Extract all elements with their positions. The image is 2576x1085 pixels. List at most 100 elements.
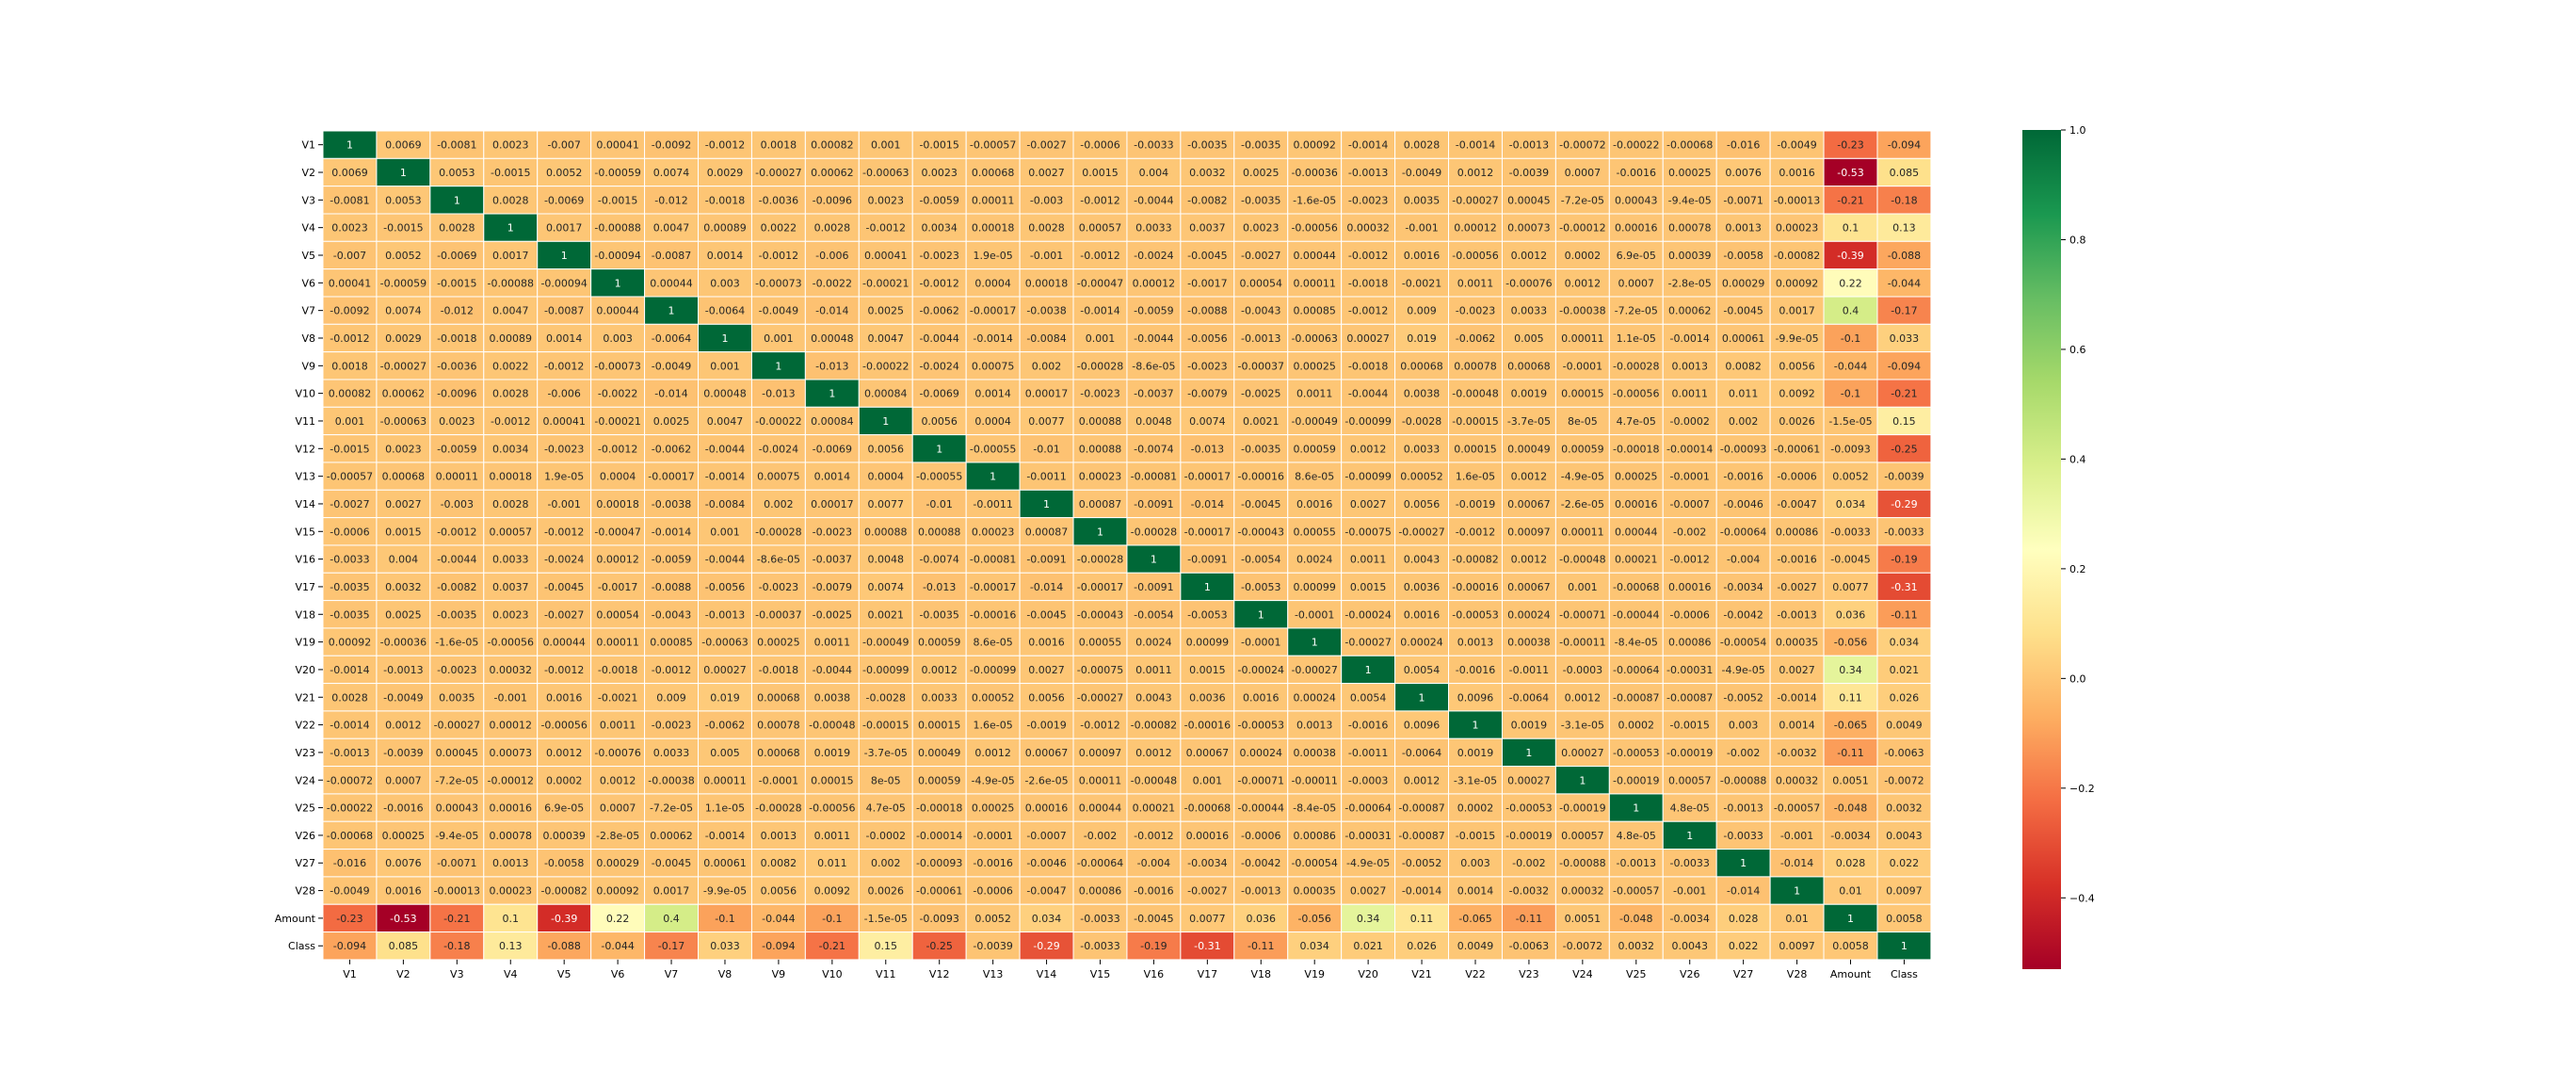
cell-annotation: -0.0033 [1830, 526, 1870, 538]
heatmap-cell [1554, 849, 1610, 878]
heatmap-cell [322, 157, 378, 187]
cell-annotation: -0.0033 [1884, 526, 1924, 538]
heatmap-cell [483, 876, 539, 905]
heatmap-cell [376, 240, 431, 270]
heatmap-cell [804, 655, 860, 685]
cell-annotation: 0.0049 [1457, 940, 1494, 952]
cell-annotation: -0.0091 [1187, 554, 1227, 566]
heatmap-cell [1823, 931, 1878, 961]
y-tick-label: V24 [295, 774, 315, 786]
cell-annotation: 1 [1258, 608, 1264, 621]
cell-annotation: 0.0029 [385, 332, 422, 345]
heatmap-cell [804, 876, 860, 905]
cell-annotation: -0.0045 [1830, 554, 1870, 566]
cell-annotation: -0.094 [1888, 139, 1921, 152]
cell-annotation: 0.00055 [1293, 526, 1336, 538]
cell-annotation: 0.00027 [1346, 332, 1390, 345]
cell-annotation: 8.6e-05 [974, 637, 1013, 649]
cell-annotation: 1 [400, 167, 407, 179]
cell-annotation: -0.00027 [755, 167, 801, 179]
heatmap-cell [1662, 406, 1717, 436]
cell-annotation: 0.0017 [546, 222, 583, 235]
heatmap-cell [1072, 600, 1128, 629]
cell-annotation: -2.8e-05 [1668, 277, 1712, 289]
cell-annotation: 0.0012 [1404, 774, 1441, 786]
heatmap-cell [1394, 434, 1450, 463]
heatmap-cell [1126, 351, 1182, 381]
heatmap-cell [1501, 186, 1556, 215]
heatmap-cell [1287, 157, 1343, 187]
cell-annotation: -0.0014 [705, 830, 745, 842]
heatmap-cell [1554, 600, 1610, 629]
heatmap-cell [537, 627, 592, 656]
cell-annotation: -0.00038 [648, 774, 694, 786]
heatmap-cell [1876, 296, 1932, 325]
cell-annotation: 0.003 [603, 332, 633, 345]
cell-annotation: 0.00024 [1240, 747, 1283, 759]
cell-annotation: -0.00021 [862, 277, 909, 289]
heatmap-cell [1501, 849, 1556, 878]
cell-annotation: 0.00054 [1240, 277, 1283, 289]
cell-annotation: -0.012 [441, 305, 474, 317]
cell-annotation: -0.00064 [1077, 857, 1123, 869]
cell-annotation: -0.0013 [1723, 802, 1763, 815]
heatmap-cell [1287, 351, 1343, 381]
cell-annotation: 0.00087 [1025, 526, 1069, 538]
cell-annotation: 0.00061 [1722, 332, 1765, 345]
heatmap-cell [1608, 240, 1664, 270]
cell-annotation: -0.0007 [1026, 830, 1066, 842]
x-tick-label: Class [1891, 968, 1918, 980]
heatmap-cell [1715, 655, 1771, 685]
cell-annotation: -0.0047 [1777, 498, 1816, 510]
heatmap-cell [483, 683, 539, 712]
cell-annotation: 0.0013 [1457, 637, 1494, 649]
heatmap-cell [429, 876, 485, 905]
cell-annotation: -0.0036 [759, 194, 798, 206]
heatmap-cell [1554, 876, 1610, 905]
cell-annotation: -0.00013 [1774, 194, 1820, 206]
cell-annotation: 0.0024 [1135, 637, 1172, 649]
cell-annotation: -0.00088 [1559, 857, 1605, 869]
heatmap-cell [1501, 903, 1556, 933]
cell-annotation: -0.0087 [544, 305, 584, 317]
cell-annotation: -0.007 [547, 139, 580, 152]
heatmap-cell [644, 517, 700, 546]
cell-annotation: 0.00059 [918, 774, 961, 786]
cell-annotation: 0.0049 [1886, 720, 1923, 732]
heatmap-cell [1341, 710, 1396, 739]
x-tick-label: V8 [718, 968, 733, 980]
heatmap-cell [911, 876, 967, 905]
heatmap-cell [1662, 572, 1717, 602]
cell-annotation: -0.0006 [973, 885, 1012, 898]
heatmap-cell [698, 240, 752, 270]
cell-annotation: 0.0028 [492, 194, 529, 206]
heatmap-cell [1715, 406, 1771, 436]
cell-annotation: 0.0019 [1511, 720, 1548, 732]
heatmap-cell [858, 931, 913, 961]
heatmap-cell [965, 737, 1021, 768]
cell-annotation: -0.00049 [1291, 415, 1337, 428]
cell-annotation: 0.026 [1407, 940, 1437, 952]
cell-annotation: 1 [990, 471, 996, 483]
heatmap-cell [537, 351, 592, 381]
cell-annotation: -0.0001 [973, 830, 1012, 842]
cell-annotation: 0.0033 [492, 554, 529, 566]
cell-annotation: 0.11 [1410, 913, 1434, 925]
x-tick-label: V16 [1144, 968, 1165, 980]
heatmap-cell [1126, 683, 1182, 712]
cell-annotation: -0.21 [1837, 194, 1863, 206]
cell-annotation: -0.00087 [1666, 691, 1713, 704]
cell-annotation: -0.18 [1891, 194, 1917, 206]
cell-annotation: 0.00025 [972, 802, 1015, 815]
cell-annotation: -0.0062 [1456, 332, 1495, 345]
heatmap-cell [804, 572, 860, 602]
heatmap-cell [1876, 876, 1932, 905]
cell-annotation: -0.53 [1837, 167, 1863, 179]
heatmap-cell [911, 766, 967, 795]
heatmap-cell [429, 737, 485, 768]
cell-annotation: -0.00027 [380, 360, 427, 372]
cell-annotation: -0.00027 [1291, 664, 1337, 676]
heatmap-cell [644, 351, 700, 381]
heatmap-cell [858, 766, 913, 795]
heatmap-cell [644, 213, 700, 242]
